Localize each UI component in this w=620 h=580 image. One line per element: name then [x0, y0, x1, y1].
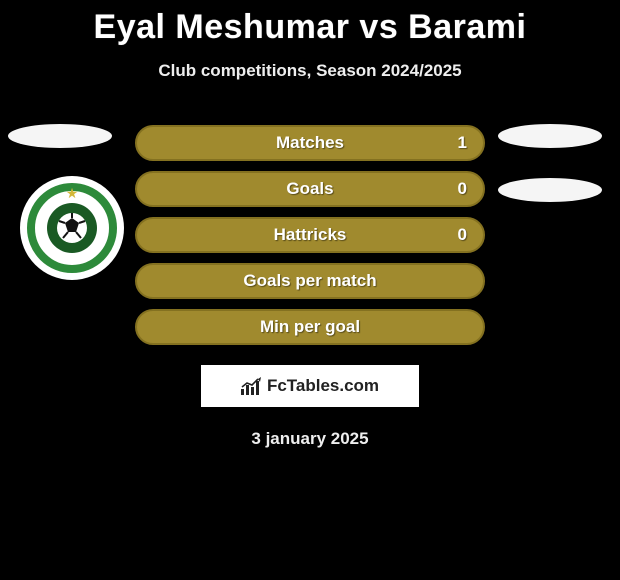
stats-list: Matches 1 Goals 0 Hattricks 0 Goals per …: [135, 125, 485, 345]
stat-label: Goals per match: [243, 271, 376, 291]
stat-label: Hattricks: [274, 225, 347, 245]
placeholder-ellipse: [498, 124, 602, 148]
placeholder-ellipse: [8, 124, 112, 148]
club-badge: ★: [20, 176, 124, 280]
stat-row-goals-per-match: Goals per match: [135, 263, 485, 299]
brand-label: FcTables.com: [241, 376, 379, 396]
stat-row-matches: Matches 1: [135, 125, 485, 161]
stat-row-goals: Goals 0: [135, 171, 485, 207]
stat-label: Goals: [286, 179, 333, 199]
stat-row-min-per-goal: Min per goal: [135, 309, 485, 345]
stat-value-right: 0: [458, 225, 467, 245]
ball-icon: [55, 211, 89, 245]
brand-text: FcTables.com: [267, 376, 379, 396]
stat-row-hattricks: Hattricks 0: [135, 217, 485, 253]
badge-inner: [47, 203, 97, 253]
stat-value-right: 0: [458, 179, 467, 199]
star-icon: ★: [66, 185, 79, 202]
page-title: Eyal Meshumar vs Barami: [0, 0, 620, 47]
content-area: Matches 1 Goals 0 Hattricks 0 Goals per …: [0, 125, 620, 449]
chart-icon: [241, 377, 263, 395]
placeholder-ellipse: [498, 178, 602, 202]
stat-label: Min per goal: [260, 317, 360, 337]
date-label: 3 january 2025: [0, 429, 620, 449]
badge-ring: ★: [27, 183, 117, 273]
stat-label: Matches: [276, 133, 344, 153]
stat-value-right: 1: [458, 133, 467, 153]
brand-box: FcTables.com: [201, 365, 419, 407]
subtitle: Club competitions, Season 2024/2025: [0, 61, 620, 81]
